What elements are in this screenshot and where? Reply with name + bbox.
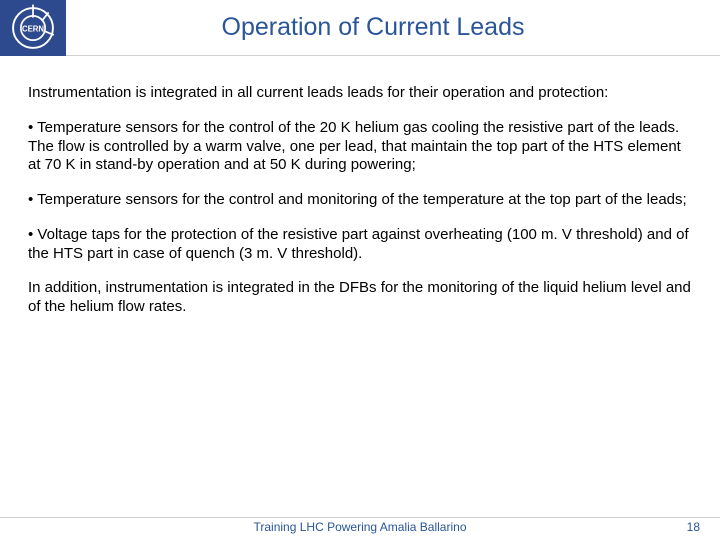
footer-text: Training LHC Powering Amalia Ballarino [254,520,467,534]
slide-content: Instrumentation is integrated in all cur… [0,56,720,317]
slide-title: Operation of Current Leads [66,13,720,42]
page-number: 18 [687,520,700,534]
bullet-item: • Temperature sensors for the control of… [28,119,692,175]
svg-text:CERN: CERN [22,24,44,33]
outro-paragraph: In addition, instrumentation is integrat… [28,279,692,317]
slide-header: CERN Operation of Current Leads [0,0,720,56]
cern-logo: CERN [0,0,66,56]
slide-footer: Training LHC Powering Amalia Ballarino 1… [0,517,720,534]
bullet-item: • Voltage taps for the protection of the… [28,226,692,264]
bullet-item: • Temperature sensors for the control an… [28,191,692,210]
intro-paragraph: Instrumentation is integrated in all cur… [28,84,692,103]
cern-logo-icon: CERN [7,2,59,54]
